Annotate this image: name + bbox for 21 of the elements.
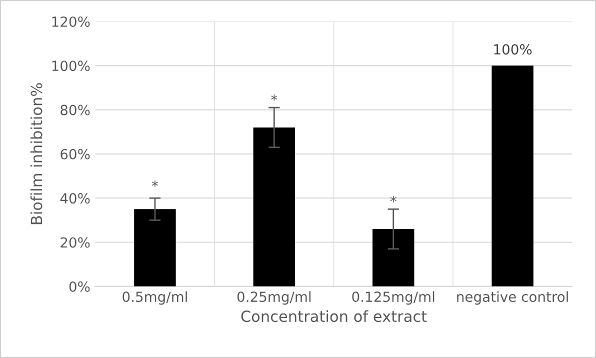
y-tick-label: 0% [69, 281, 90, 292]
x-tick-label: negative control [457, 291, 568, 305]
x-axis-title: Concentration of extract [241, 310, 427, 322]
bar [492, 66, 534, 286]
x-tick-label: 0.5mg/ml [122, 291, 187, 305]
y-tick-label: 20% [60, 237, 90, 248]
bar [134, 209, 176, 286]
bar [253, 127, 296, 286]
y-tick-label: 100% [52, 60, 90, 72]
annotation: * [152, 180, 158, 187]
y-tick-label: 120% [52, 16, 90, 27]
y-tick-label: 80% [60, 104, 90, 116]
x-tick-label: 0.125mg/ml [352, 291, 434, 305]
x-tick-label: 0.25mg/ml [237, 291, 311, 305]
y-tick-label: 40% [60, 193, 90, 204]
bar [372, 229, 414, 286]
y-tick-label: 60% [60, 148, 90, 160]
data-label: 100% [494, 44, 532, 55]
annotation: * [271, 94, 278, 101]
y-axis-title: Biofilm inhibition% [30, 83, 42, 224]
annotation: * [390, 196, 396, 202]
